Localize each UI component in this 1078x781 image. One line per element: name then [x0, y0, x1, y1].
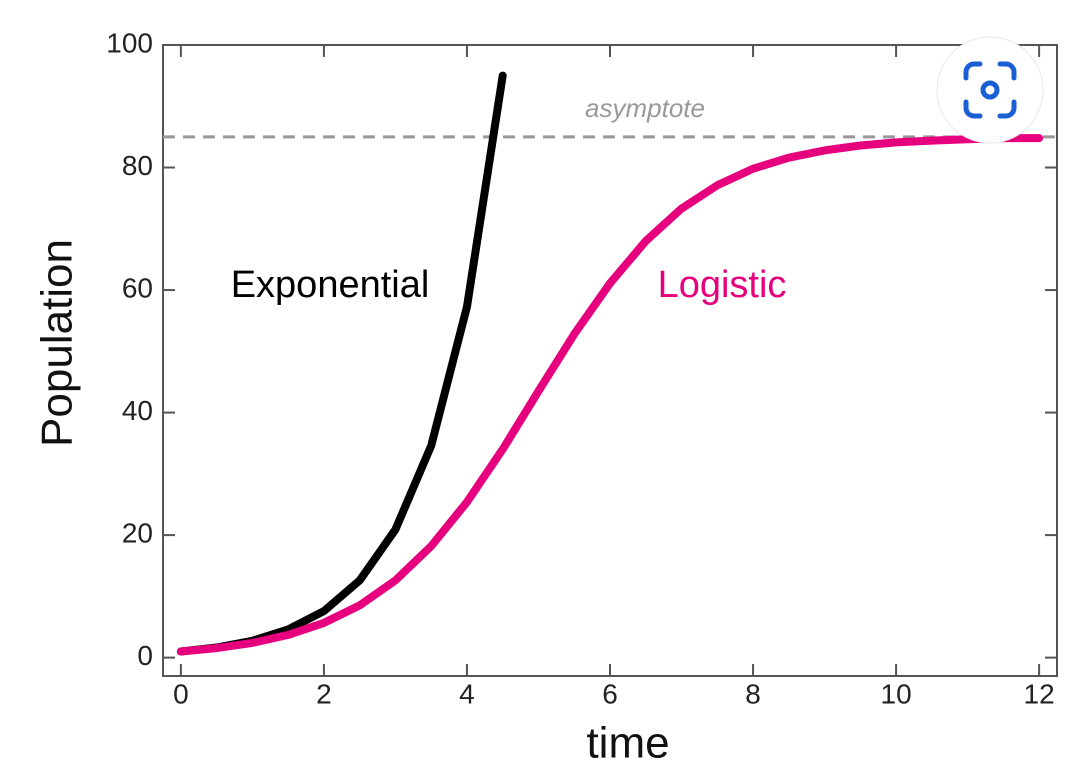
y-tick-label: 0 — [137, 640, 153, 671]
y-tick-label: 80 — [122, 150, 153, 181]
lens-button[interactable] — [936, 36, 1044, 144]
y-tick-label: 40 — [122, 395, 153, 426]
series-line — [176, 134, 1044, 656]
x-tick-label: 4 — [459, 678, 475, 709]
series-line — [176, 71, 507, 656]
lens-icon-dot — [980, 80, 1000, 100]
x-tick-label: 6 — [602, 678, 618, 709]
x-axis-label: time — [586, 719, 669, 768]
x-tick-label: 0 — [173, 678, 189, 709]
series-label: Exponential — [231, 264, 430, 306]
y-tick-label: 60 — [122, 272, 153, 303]
x-tick-label: 12 — [1024, 678, 1055, 709]
asymptote-label: asymptote — [585, 93, 705, 123]
lens-icon — [963, 61, 1017, 119]
x-tick-label: 8 — [745, 678, 761, 709]
series-label: Logistic — [658, 264, 787, 306]
y-tick-label: 100 — [106, 27, 153, 58]
y-tick-label: 20 — [122, 517, 153, 548]
y-axis-label: Population — [33, 239, 82, 447]
x-tick-label: 2 — [316, 678, 332, 709]
x-tick-label: 10 — [881, 678, 912, 709]
lens-button-bg — [936, 36, 1044, 144]
